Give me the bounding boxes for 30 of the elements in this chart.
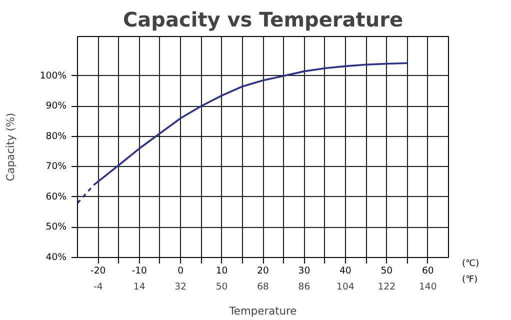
x2-tick-label: 140 bbox=[418, 282, 437, 292]
x-tick-label: 20 bbox=[257, 266, 269, 276]
x2-tick-label: 50 bbox=[216, 282, 228, 292]
x-tick-label: 30 bbox=[298, 266, 310, 276]
chart-title: Capacity vs Temperature bbox=[122, 8, 404, 32]
x2-tick-label: 122 bbox=[378, 282, 396, 292]
x-tick-label: 40 bbox=[340, 266, 352, 276]
text: (℉) bbox=[462, 274, 478, 287]
x2-tick-label: 68 bbox=[257, 282, 269, 292]
y-tick-label: 70% bbox=[46, 161, 67, 172]
x-tick-label: -20 bbox=[90, 266, 106, 276]
y-tick-label: 80% bbox=[46, 130, 67, 142]
y-tick-label: 40% bbox=[46, 252, 67, 263]
text: (℃) bbox=[462, 258, 480, 271]
x2-tick-label: 86 bbox=[298, 282, 310, 292]
x2-tick-label: -4 bbox=[93, 282, 103, 292]
x2-tick-label: 14 bbox=[133, 282, 146, 292]
y-axis-title: Capacity (%) bbox=[4, 112, 17, 182]
x-tick-label: 60 bbox=[422, 266, 434, 276]
x-tick-label: 50 bbox=[380, 266, 393, 276]
x2-tick-label: 104 bbox=[336, 282, 354, 292]
y-tick-label: 100% bbox=[40, 70, 67, 82]
y-tick-label: 90% bbox=[46, 100, 67, 112]
y-tick-label: 60% bbox=[46, 191, 67, 202]
x-axis-title: Temperature bbox=[228, 304, 297, 318]
x2-tick-label: 32 bbox=[174, 282, 186, 292]
x-tick-label: 0 bbox=[178, 266, 184, 276]
x-tick-label: 10 bbox=[216, 266, 228, 276]
x-tick-label: -10 bbox=[132, 266, 148, 276]
y-tick-label: 50% bbox=[46, 222, 67, 233]
